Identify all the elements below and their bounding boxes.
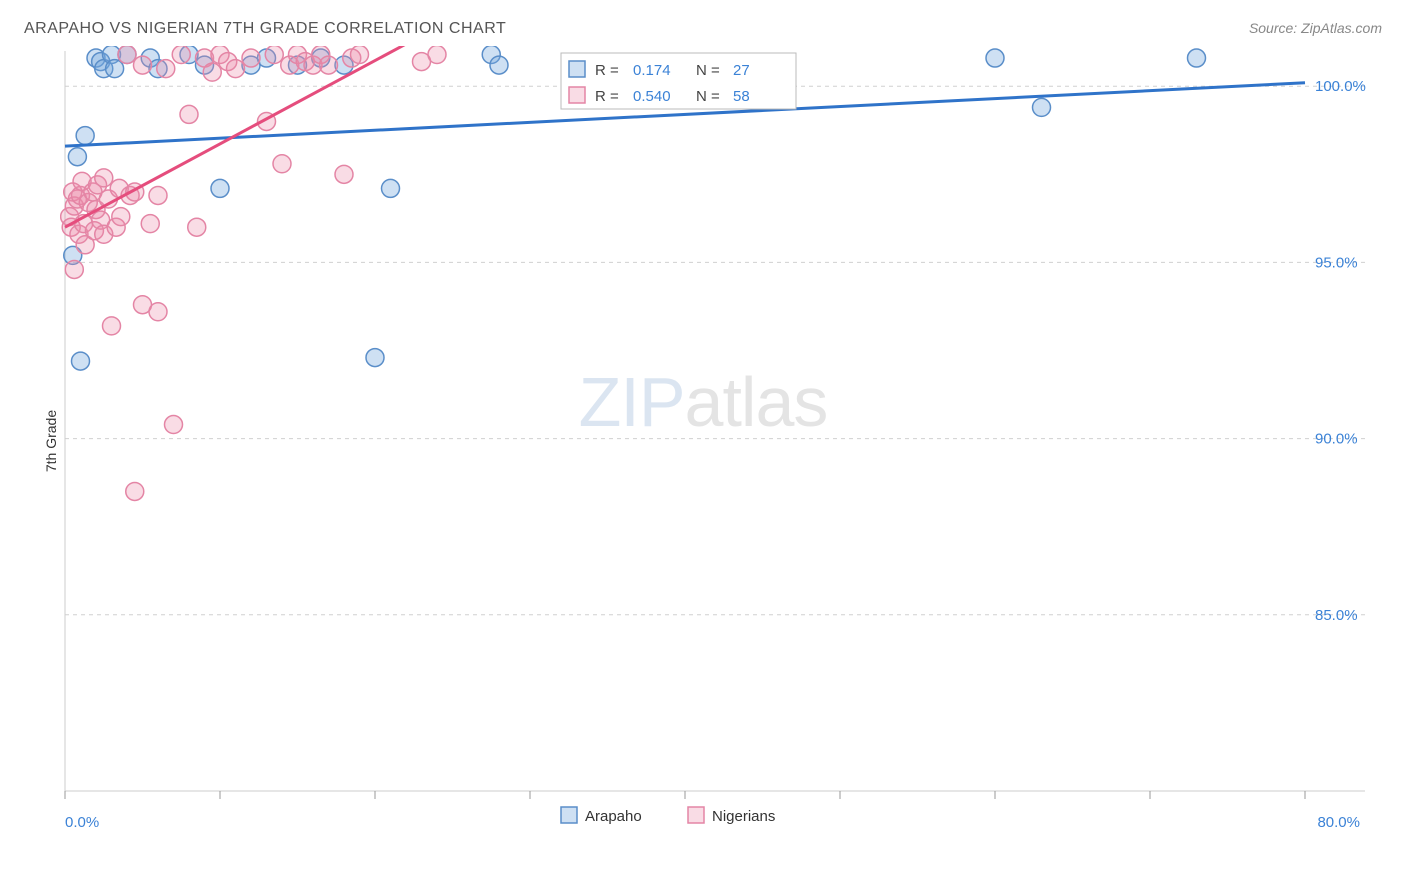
- svg-text:80.0%: 80.0%: [1317, 814, 1360, 831]
- svg-text:N =: N =: [696, 88, 720, 105]
- y-axis-label: 7th Grade: [43, 410, 59, 472]
- svg-text:95.0%: 95.0%: [1315, 254, 1358, 271]
- source-text: Source: ZipAtlas.com: [1249, 20, 1382, 36]
- header-row: ARAPAHO VS NIGERIAN 7TH GRADE CORRELATIO…: [20, 20, 1386, 46]
- svg-text:Arapaho: Arapaho: [585, 808, 642, 825]
- svg-text:0.0%: 0.0%: [65, 814, 99, 831]
- svg-text:90.0%: 90.0%: [1315, 431, 1358, 448]
- svg-text:0.174: 0.174: [633, 62, 671, 79]
- svg-text:R =: R =: [595, 62, 619, 79]
- svg-text:Nigerians: Nigerians: [712, 808, 775, 825]
- svg-text:100.0%: 100.0%: [1315, 78, 1366, 95]
- plot-outer: 7th Grade R = 0.174 N = 27 R = 0.540 N = 58 85.0…: [20, 46, 1386, 836]
- svg-text:58: 58: [733, 88, 750, 105]
- chart-container: ARAPAHO VS NIGERIAN 7TH GRADE CORRELATIO…: [20, 20, 1386, 872]
- svg-text:N =: N =: [696, 62, 720, 79]
- svg-text:85.0%: 85.0%: [1315, 607, 1358, 624]
- svg-text:0.540: 0.540: [633, 88, 671, 105]
- chart-title: ARAPAHO VS NIGERIAN 7TH GRADE CORRELATIO…: [24, 20, 506, 38]
- svg-text:R =: R =: [595, 88, 619, 105]
- scatter-plot: R = 0.174 N = 27 R = 0.540 N = 58 85.0% 90.0% 95.0…: [60, 46, 1386, 836]
- svg-text:27: 27: [733, 62, 750, 79]
